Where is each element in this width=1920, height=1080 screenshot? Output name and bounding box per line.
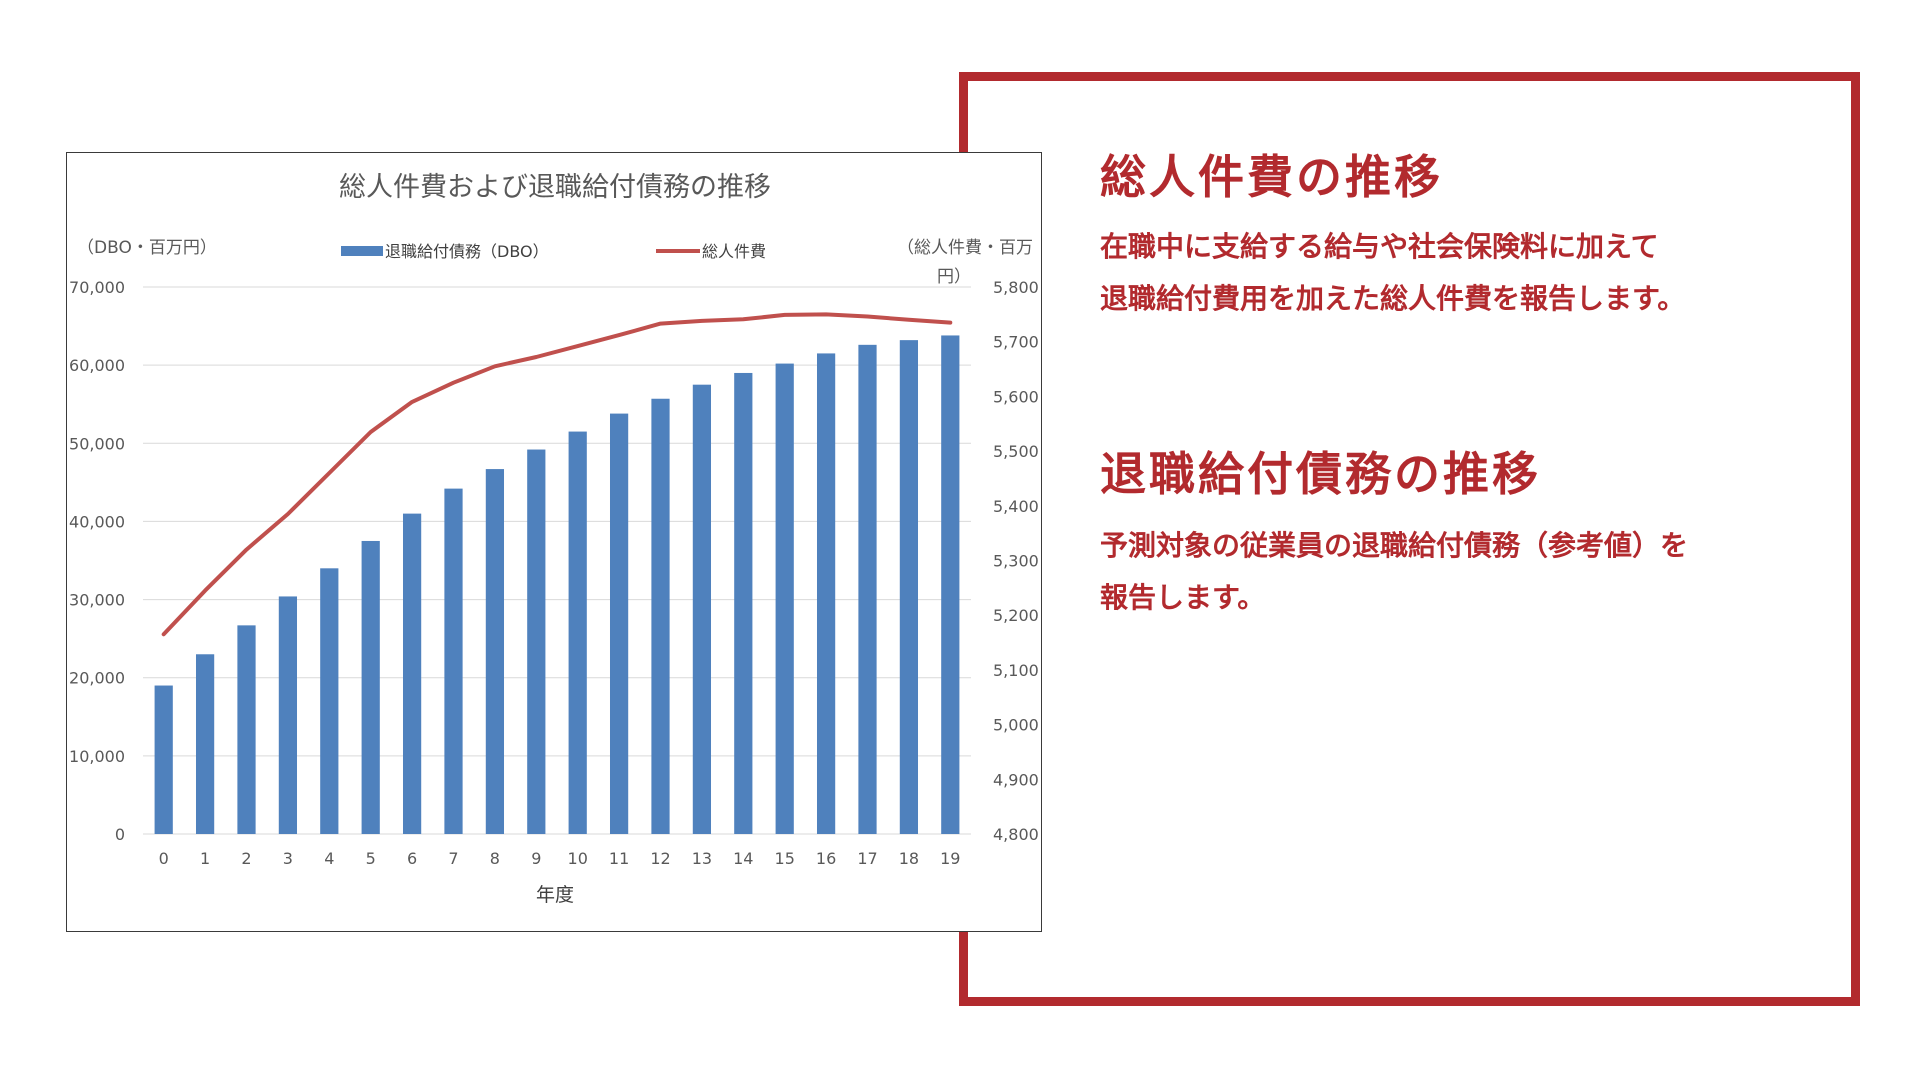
dbo-bar <box>527 449 546 834</box>
y-left-tick-label: 30,000 <box>69 591 125 610</box>
dbo-bar <box>858 344 877 834</box>
section-text-line: 報告します。 <box>1100 581 1266 615</box>
x-tick-label: 0 <box>159 849 169 868</box>
y-right-tick-label: 5,000 <box>993 716 1039 735</box>
y-left-tick-label: 20,000 <box>69 669 125 688</box>
total-cost-line <box>161 312 953 637</box>
y-left-tick-label: 40,000 <box>69 512 125 531</box>
section-heading-dbo: 退職給付債務の推移 <box>1100 447 1541 501</box>
text-panel-frame <box>959 72 1860 1006</box>
dbo-bar <box>692 384 712 834</box>
total-cost-line-layer <box>161 312 953 637</box>
x-tick-label: 10 <box>568 849 588 868</box>
dbo-bar <box>941 335 960 834</box>
x-tick-label: 19 <box>940 849 960 868</box>
x-tick-label: 6 <box>407 849 417 868</box>
x-tick-label: 17 <box>857 849 877 868</box>
dbo-bars <box>154 335 960 834</box>
section-dbo: 退職給付債務の推移 予測対象の従業員の退職給付債務（参考値）を 報告します。 <box>1100 447 1820 624</box>
dbo-bar <box>775 363 794 834</box>
y-left-tick-label: 60,000 <box>69 356 125 375</box>
dbo-bar <box>237 625 256 834</box>
dbo-bar <box>899 340 919 834</box>
x-tick-label: 7 <box>448 849 458 868</box>
dbo-bar <box>195 654 215 834</box>
x-tick-label: 8 <box>490 849 500 868</box>
y-right-axis-title-line2: 円） <box>937 267 971 287</box>
y-right-tick-label: 5,200 <box>993 606 1039 625</box>
dbo-bar <box>609 413 629 834</box>
x-tick-label: 12 <box>650 849 670 868</box>
section-text-line: 退職給付費用を加えた総人件費を報告します。 <box>1100 282 1686 316</box>
section-text-line: 在職中に支給する給与や社会保険料に加えて <box>1100 230 1659 264</box>
y-right-axis-title-line1: （総人件費・百万 <box>897 238 1033 258</box>
dbo-bar <box>444 488 463 834</box>
y-left-tick-label: 70,000 <box>69 278 125 297</box>
y-left-tick-label: 0 <box>115 825 125 844</box>
y-right-tick-label: 4,800 <box>993 825 1039 844</box>
x-tick-label: 15 <box>775 849 795 868</box>
combo-chart: 0 10,000 20,000 30,000 40,000 50,000 60,000 70,… <box>69 172 1039 906</box>
x-tick-label: 16 <box>816 849 836 868</box>
y-left-tick-label: 10,000 <box>69 747 125 766</box>
section-body-dbo: 予測対象の従業員の退職給付債務（参考値）を 報告します。 <box>1100 520 1820 624</box>
dbo-bar <box>278 596 298 834</box>
dbo-bar <box>154 685 173 834</box>
x-axis-title: 年度 <box>536 884 574 906</box>
x-tick-label: 3 <box>283 849 293 868</box>
dbo-bar <box>320 568 339 834</box>
y-right-tick-label: 5,300 <box>993 552 1039 571</box>
dbo-bar <box>734 372 753 834</box>
axis-labels: 0 10,000 20,000 30,000 40,000 50,000 60,000 70,… <box>69 278 1039 868</box>
y-left-axis-title: （DBO・百万円） <box>77 238 217 258</box>
legend-label-total-cost: 総人件費 <box>702 242 766 261</box>
y-right-tick-label: 5,800 <box>993 278 1039 297</box>
section-heading-total-cost: 総人件費の推移 <box>1100 150 1443 204</box>
y-left-tick-label: 50,000 <box>69 434 125 453</box>
dbo-bar <box>651 398 670 834</box>
legend-swatch-dbo <box>341 246 383 256</box>
chart-panel: 0 10,000 20,000 30,000 40,000 50,000 60,000 70,… <box>66 152 1042 932</box>
chart-title: 総人件費および退職給付債務の推移 <box>339 172 771 203</box>
x-tick-label: 14 <box>733 849 753 868</box>
section-text-line: 予測対象の従業員の退職給付債務（参考値）を <box>1100 529 1689 563</box>
x-tick-label: 4 <box>324 849 334 868</box>
x-tick-label: 5 <box>366 849 376 868</box>
dbo-bar <box>485 469 505 834</box>
x-tick-label: 11 <box>609 849 629 868</box>
section-total-cost: 総人件費の推移 在職中に支給する給与や社会保険料に加えて 退職給付費用を加えた総… <box>1100 150 1820 325</box>
y-right-tick-label: 5,600 <box>993 387 1039 406</box>
dbo-bar <box>361 540 380 834</box>
y-right-tick-label: 5,500 <box>993 442 1039 461</box>
x-tick-label: 9 <box>531 849 541 868</box>
dbo-bar <box>402 513 422 834</box>
section-body-total-cost: 在職中に支給する給与や社会保険料に加えて 退職給付費用を加えた総人件費を報告しま… <box>1100 221 1820 325</box>
x-tick-label: 18 <box>899 849 919 868</box>
gridlines <box>143 286 971 835</box>
y-right-tick-label: 5,700 <box>993 333 1039 352</box>
y-right-tick-label: 4,900 <box>993 770 1039 789</box>
y-right-tick-label: 5,100 <box>993 661 1039 680</box>
dbo-bar <box>816 353 836 834</box>
x-tick-label: 1 <box>200 849 210 868</box>
x-tick-label: 2 <box>241 849 251 868</box>
x-tick-label: 13 <box>692 849 712 868</box>
legend-label-dbo: 退職給付債務（DBO） <box>385 242 549 261</box>
y-right-tick-label: 5,400 <box>993 497 1039 516</box>
dbo-bar <box>568 431 587 834</box>
